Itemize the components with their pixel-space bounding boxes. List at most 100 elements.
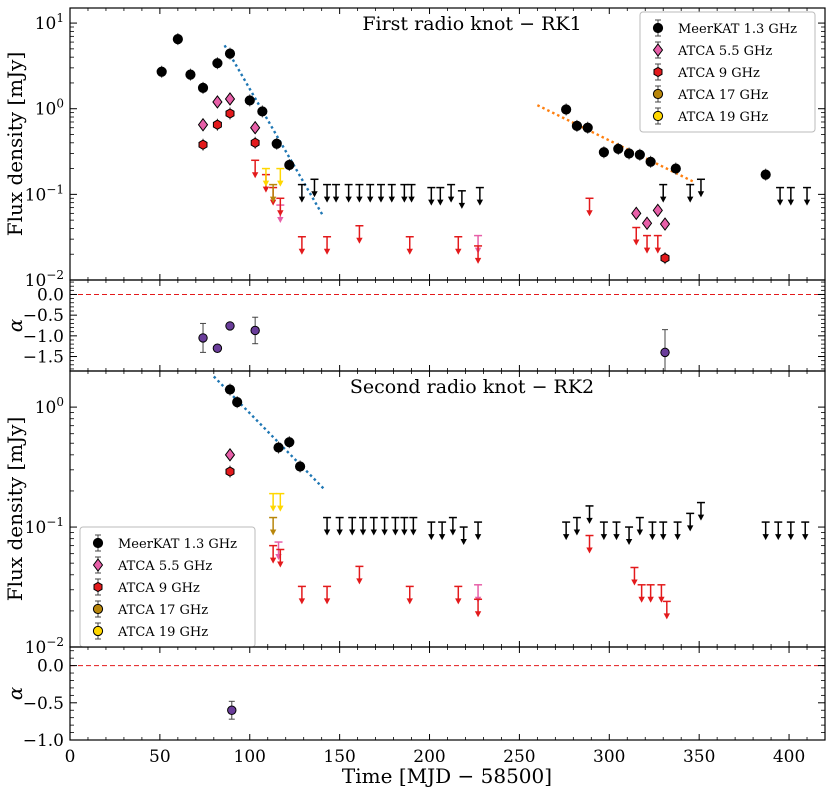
legend-marker xyxy=(92,558,104,572)
upper-limit-head xyxy=(345,196,352,203)
plot-area xyxy=(70,665,825,720)
upper-limit-arrow xyxy=(332,183,341,203)
upper-limit-head xyxy=(262,186,270,193)
legend-entry: ATCA 19 GHz xyxy=(677,110,768,125)
legend-entry: ATCA 9 GHz xyxy=(677,66,760,81)
y-tick-label: −1.0 xyxy=(23,731,64,751)
upper-limit-head xyxy=(636,529,644,536)
upper-limit-head xyxy=(660,196,667,203)
data-point xyxy=(212,95,223,109)
upper-limit-arrow xyxy=(366,183,375,203)
upper-limit-arrow xyxy=(380,516,389,536)
upper-limit-head xyxy=(392,529,399,536)
upper-limit-head xyxy=(474,257,482,264)
data-point xyxy=(561,104,572,115)
upper-limit-head xyxy=(460,539,467,546)
upper-limit-arrow xyxy=(269,516,278,536)
upper-limit-head xyxy=(654,247,662,254)
upper-limit-head xyxy=(410,529,417,536)
alpha-point xyxy=(227,705,237,715)
upper-limit-head xyxy=(269,196,277,203)
upper-limit-arrow xyxy=(659,183,668,203)
y-ticks: 0.0 −0.5 −1.0 xyxy=(23,650,825,751)
upper-limit-arrow xyxy=(297,585,306,605)
y-axis-label: α xyxy=(3,686,27,700)
data-point xyxy=(225,466,235,477)
upper-limit-head xyxy=(776,199,784,206)
upper-limit-arrow xyxy=(269,492,278,512)
upper-limit-arrow xyxy=(761,521,770,541)
fit-line xyxy=(212,375,325,490)
upper-limit-arrow xyxy=(635,516,644,536)
upper-limit-head xyxy=(359,529,367,536)
x-tick-label: 200 xyxy=(413,747,445,767)
upper-limit-arrow xyxy=(696,178,705,198)
panels-layer: Flux density [mJy] First radio knot − RK1… xyxy=(3,7,826,788)
upper-limit-head xyxy=(586,210,593,217)
x-ticks: 0 50 100 150 200 250 300 350 400 xyxy=(65,647,808,767)
upper-limit-arrow xyxy=(297,183,306,203)
upper-limit-head xyxy=(323,598,331,605)
upper-limit-arrow xyxy=(310,178,319,198)
data-point xyxy=(271,138,282,149)
upper-limit-head xyxy=(406,248,413,255)
upper-limit-arrow xyxy=(585,505,594,524)
fit-line xyxy=(223,44,325,218)
panel-rk2-flux: Flux density [mJy] Second radio knot − RK… xyxy=(3,370,826,648)
upper-limit-arrow xyxy=(454,235,463,255)
upper-limit-arrow xyxy=(387,183,396,203)
upper-limit-head xyxy=(455,598,462,605)
x-tick-label: 50 xyxy=(149,747,171,767)
upper-limit-head xyxy=(370,529,377,536)
upper-limit-head xyxy=(323,529,331,536)
upper-limit-head xyxy=(277,561,284,568)
upper-limit-arrow xyxy=(251,159,260,179)
legend-marker xyxy=(92,537,104,549)
upper-limit-arrow xyxy=(686,512,695,532)
upper-limit-head xyxy=(408,196,415,203)
upper-limit-head xyxy=(251,172,259,179)
upper-limit-arrow xyxy=(369,516,378,536)
upper-limit-arrow xyxy=(276,197,285,217)
y-ticks: 10−2 10−1 100 xyxy=(25,370,825,658)
upper-limit-head xyxy=(802,534,809,541)
data-point xyxy=(244,95,255,106)
data-point xyxy=(631,206,642,221)
legend: MeerKAT 1.3 GHz ATCA 5.5 GHz ATCA 9 GHz ATC… xyxy=(639,11,816,133)
upper-limit-head xyxy=(631,579,638,586)
upper-limit-arrow xyxy=(662,600,671,620)
upper-limit-head xyxy=(323,248,331,255)
data-point xyxy=(212,119,222,130)
y-tick-label: 10−1 xyxy=(25,182,64,205)
data-point xyxy=(623,148,635,159)
upper-limit-arrow xyxy=(438,521,447,541)
legend-marker xyxy=(652,110,664,122)
upper-limit-arrow xyxy=(786,186,795,206)
data-point xyxy=(652,203,663,218)
y-tick-label: 10−2 xyxy=(25,635,64,658)
upper-limit-head xyxy=(277,505,284,512)
upper-limit-head xyxy=(586,517,593,524)
upper-limit-head xyxy=(277,180,284,187)
upper-limit-arrow xyxy=(454,585,463,605)
upper-limit-head xyxy=(298,598,306,605)
alpha-point xyxy=(198,333,208,343)
upper-limit-head xyxy=(428,199,435,206)
data-point xyxy=(224,448,236,462)
upper-limit-head xyxy=(638,596,645,603)
upper-limit-arrow xyxy=(786,521,795,541)
upper-limit-arrow xyxy=(637,584,646,603)
upper-limit-head xyxy=(336,529,343,536)
upper-limit-arrow xyxy=(323,585,332,605)
upper-limit-head xyxy=(311,191,318,198)
data-point xyxy=(185,69,196,80)
upper-limit-arrow xyxy=(447,183,456,203)
upper-limit-arrow xyxy=(405,235,414,255)
upper-limit-head xyxy=(775,534,782,541)
upper-limit-arrow xyxy=(475,186,484,206)
y-ticks: 0.0−0.5−1.0−1.5 xyxy=(23,281,825,370)
x-ticks xyxy=(69,280,808,371)
upper-limit-arrow xyxy=(803,186,812,206)
upper-limit-head xyxy=(697,191,705,198)
upper-limit-arrow xyxy=(657,584,666,603)
